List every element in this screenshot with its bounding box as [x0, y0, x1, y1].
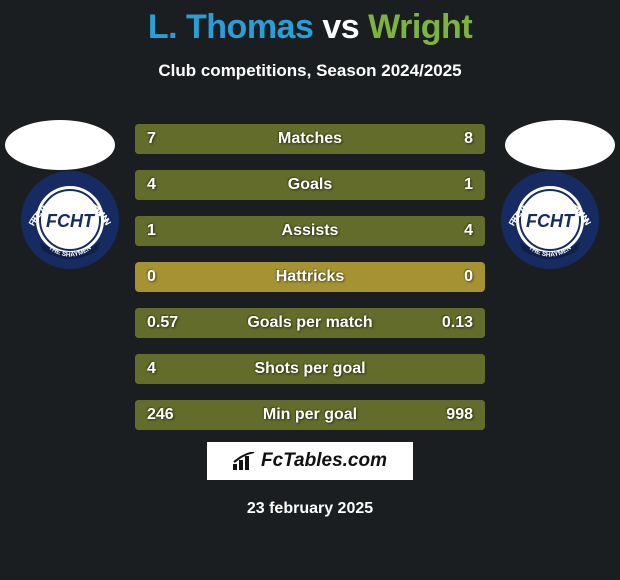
player2-avatar-placeholder: [505, 120, 615, 170]
stat-label: Goals: [135, 176, 485, 194]
stat-value-right: 1: [464, 176, 473, 194]
stat-value-right: 8: [464, 130, 473, 148]
stat-row: Matches7 8: [135, 124, 485, 154]
stat-value-left: 246: [147, 406, 174, 424]
stat-value-right: 0.13: [442, 314, 473, 332]
stat-label: Matches: [135, 130, 485, 148]
player1-club-badge: FC HALIFAX TOWN FC HALIFAX TOWN THE SHAY…: [20, 170, 120, 270]
subtitle: Club competitions, Season 2024/2025: [0, 61, 620, 81]
club-badge-svg: FC HALIFAX TOWN FC HALIFAX TOWN THE SHAY…: [20, 170, 120, 270]
stat-label: Shots per goal: [135, 360, 485, 378]
date-text: 23 february 2025: [0, 500, 620, 518]
footer-logo-text: FcTables.com: [261, 450, 387, 472]
club-badge-svg: FC HALIFAX TOWN FC HALIFAX TOWN THE SHAY…: [500, 170, 600, 270]
stat-value-right: 0: [464, 268, 473, 286]
title-player2: Wright: [368, 8, 472, 46]
svg-text:FCHT: FCHT: [46, 211, 96, 231]
stat-label: Min per goal: [135, 406, 485, 424]
stat-row: Goals per match0.57 0.13: [135, 308, 485, 338]
player1-avatar-placeholder: [5, 120, 115, 170]
stat-value-left: 0: [147, 268, 156, 286]
stat-value-left: 7: [147, 130, 156, 148]
stat-value-left: 4: [147, 360, 156, 378]
chart-icon: [233, 452, 255, 470]
title-player1: L. Thomas: [148, 8, 314, 46]
stat-row: Assists1 4: [135, 216, 485, 246]
stat-row: Shots per goal4: [135, 354, 485, 384]
stat-value-right: 998: [446, 406, 473, 424]
stat-row: Hattricks0 0: [135, 262, 485, 292]
stat-value-left: 4: [147, 176, 156, 194]
stat-label: Assists: [135, 222, 485, 240]
stat-value-left: 0.57: [147, 314, 178, 332]
page-title: L. Thomas vs Wright: [0, 0, 620, 47]
stat-label: Hattricks: [135, 268, 485, 286]
stat-value-right: 4: [464, 222, 473, 240]
stat-label: Goals per match: [135, 314, 485, 332]
stat-value-left: 1: [147, 222, 156, 240]
stat-row: Min per goal246 998: [135, 400, 485, 430]
svg-text:FCHT: FCHT: [526, 211, 576, 231]
fctables-logo: FcTables.com: [205, 440, 415, 482]
stat-row: Goals4 1: [135, 170, 485, 200]
title-vs: vs: [322, 8, 359, 46]
player2-club-badge: FC HALIFAX TOWN FC HALIFAX TOWN THE SHAY…: [500, 170, 600, 270]
stats-container: Matches78Goals41Assists14Hattricks00Goal…: [135, 124, 485, 446]
